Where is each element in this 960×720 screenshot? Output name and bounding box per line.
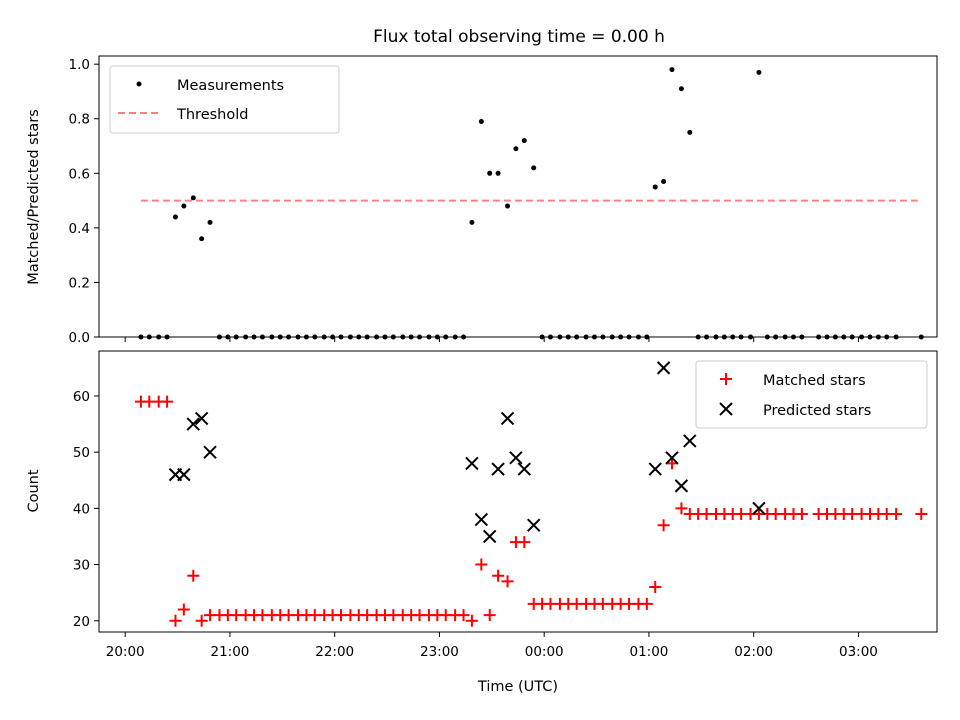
top-axes-frame xyxy=(98,55,938,338)
measurement-point xyxy=(661,178,667,184)
bottom-ytick-label: 50 xyxy=(73,445,90,461)
bottom-ytick-label: 40 xyxy=(73,501,90,517)
bottom-ytick-label: 60 xyxy=(73,389,90,405)
top-legend: Measurements Threshold xyxy=(109,65,340,134)
measurement-point xyxy=(207,219,213,225)
top-ytick-label: 0.6 xyxy=(69,166,90,182)
bottom-axes: Count Time (UTC) 20 30 40 50 60 20:00 21:00 22:… xyxy=(26,350,938,695)
measurement-point xyxy=(669,67,675,73)
legend-predicted-marker xyxy=(719,402,733,416)
bottom-xtick-label: 00:00 xyxy=(525,644,564,660)
measurement-point xyxy=(199,236,205,242)
measurement-point xyxy=(513,146,519,152)
measurement-point xyxy=(190,195,196,201)
matched-star-point xyxy=(665,457,678,470)
top-legend-frame xyxy=(109,65,340,134)
top-ylabel: Matched/Predicted stars xyxy=(26,109,42,285)
measurement-point xyxy=(652,184,658,190)
matched-star-point xyxy=(177,603,190,616)
measurement-point xyxy=(469,219,475,225)
predicted-star-point xyxy=(665,451,679,465)
matched-star-point xyxy=(657,519,670,532)
predicted-star-point xyxy=(186,417,200,431)
predicted-star-point xyxy=(491,462,505,476)
legend-matched-label: Matched stars xyxy=(763,373,866,389)
matched-star-point xyxy=(915,507,928,520)
bottom-ytick-label: 30 xyxy=(73,558,90,574)
bottom-ytick-label: 20 xyxy=(73,614,90,630)
predicted-star-point xyxy=(683,434,697,448)
top-ytick-label: 0.4 xyxy=(69,221,90,237)
matched-star-point xyxy=(890,507,903,520)
legend-predicted-label: Predicted stars xyxy=(763,403,871,419)
measurement-point xyxy=(521,138,527,144)
matched-star-point xyxy=(465,614,478,627)
legend-threshold-label: Threshold xyxy=(176,107,248,123)
matched-star-point xyxy=(161,395,174,408)
top-ytick-label: 1.0 xyxy=(69,57,90,73)
predicted-star-point xyxy=(517,462,531,476)
bottom-marks xyxy=(134,361,928,627)
bottom-legend-frame xyxy=(695,360,928,429)
predicted-star-point xyxy=(648,462,662,476)
bottom-axes-frame xyxy=(98,350,938,633)
bottom-xtick-label: 21:00 xyxy=(210,644,249,660)
matched-star-point xyxy=(518,536,531,549)
top-ytick-label: 0.2 xyxy=(69,275,90,291)
measurement-point xyxy=(487,170,493,176)
matched-star-point xyxy=(492,569,505,582)
predicted-star-point xyxy=(527,518,541,532)
predicted-star-point xyxy=(752,501,766,516)
matched-star-point xyxy=(457,609,470,622)
bottom-xlabel: Time (UTC) xyxy=(477,679,558,695)
legend-measurements-marker xyxy=(136,81,142,87)
bottom-xtick-label: 22:00 xyxy=(315,644,354,660)
predicted-star-point xyxy=(465,456,479,471)
matched-star-point xyxy=(187,569,200,582)
legend-matched-marker xyxy=(720,373,732,385)
legend-measurements-label: Measurements xyxy=(177,78,284,94)
matched-star-point xyxy=(483,609,496,622)
bottom-legend: Matched stars Predicted stars xyxy=(695,360,928,429)
bottom-ticks: 20 30 40 50 60 20:00 21:00 22:00 23:00 00:00 01:00… xyxy=(73,389,878,660)
matched-star-point xyxy=(649,581,662,594)
measurement-point xyxy=(756,69,762,75)
predicted-star-point xyxy=(656,361,671,375)
matched-star-point xyxy=(640,597,653,610)
bottom-xtick-label: 23:00 xyxy=(420,644,459,660)
matched-star-point xyxy=(501,575,514,588)
matched-star-point xyxy=(795,507,808,520)
matched-star-point xyxy=(675,502,688,515)
matched-star-point xyxy=(169,614,182,627)
matched-star-point xyxy=(195,614,208,627)
top-ytick-label: 0.0 xyxy=(69,330,90,346)
matched-star-point xyxy=(475,558,488,571)
predicted-star-point xyxy=(177,467,191,482)
predicted-star-point xyxy=(500,411,515,426)
measurement-point xyxy=(172,214,178,220)
measurement-point xyxy=(505,203,511,209)
top-axes: Flux total observing time = 0.00 h Match… xyxy=(26,27,938,346)
bottom-xtick-label: 03:00 xyxy=(839,644,878,660)
bottom-xtick-label: 20:00 xyxy=(106,644,145,660)
measurement-point xyxy=(678,86,684,92)
predicted-star-point xyxy=(203,445,217,459)
measurement-point xyxy=(687,129,693,135)
bottom-xtick-label: 01:00 xyxy=(629,644,668,660)
top-ticks: 0.0 0.2 0.4 0.6 0.8 1.0 xyxy=(69,57,859,346)
measurement-point xyxy=(478,118,484,124)
predicted-star-point xyxy=(674,479,689,493)
top-ytick-label: 0.8 xyxy=(69,112,90,128)
measurement-point xyxy=(531,165,537,171)
measurement-point xyxy=(181,203,187,209)
predicted-star-point xyxy=(483,529,497,544)
predicted-star-point xyxy=(474,512,489,527)
bottom-ylabel: Count xyxy=(26,469,42,512)
bottom-xtick-label: 02:00 xyxy=(734,644,773,660)
predicted-star-point xyxy=(194,411,209,426)
top-title: Flux total observing time = 0.00 h xyxy=(373,27,665,47)
predicted-star-point xyxy=(509,451,523,465)
measurement-point xyxy=(495,170,501,176)
